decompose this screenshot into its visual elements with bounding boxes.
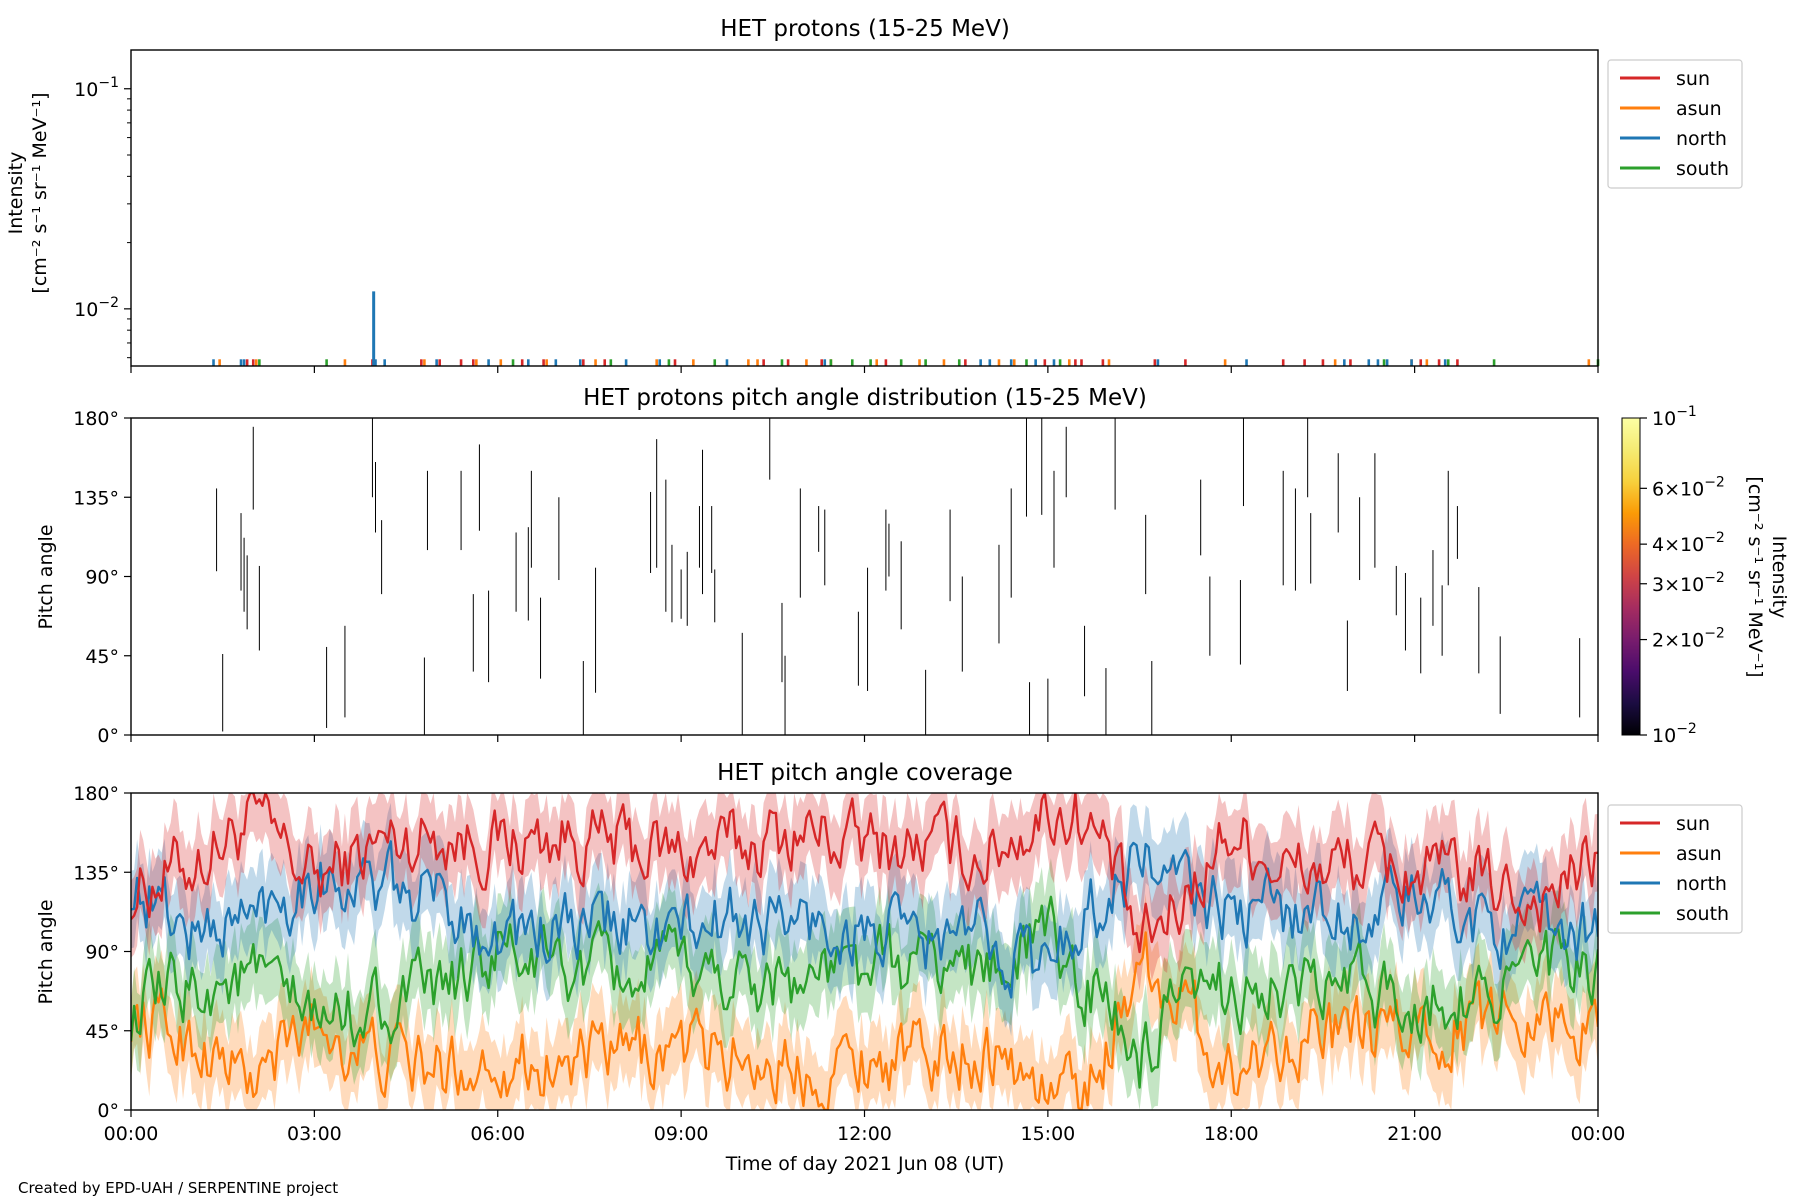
- legend-label-asun: asun: [1676, 843, 1722, 865]
- intensity-yaxis: 10−1 10−2: [74, 75, 131, 359]
- coverage-band-sun: [131, 793, 1598, 991]
- y-tick-label: 45°: [85, 1021, 119, 1043]
- legend-label-south: south: [1676, 903, 1729, 925]
- y-tick-label: 180°: [73, 408, 119, 430]
- colorbar-label-line1: Intensity: [1768, 536, 1790, 619]
- coverage-panel: HET pitch angle coverage Pitch angle 0° 4…: [35, 760, 1743, 1175]
- coverage-yaxis: 0° 45° 90° 135° 180°: [73, 783, 131, 1122]
- coverage-plot-frame: [130, 792, 1599, 1111]
- colorbar-tick-label: 2×10−2: [1652, 626, 1725, 652]
- coverage-series: [131, 793, 1598, 1110]
- legend-label-north: north: [1676, 128, 1727, 150]
- legend-label-asun: asun: [1676, 98, 1722, 120]
- legend-label-north: north: [1676, 873, 1727, 895]
- intensity-ylabel-line2: [cm⁻² s⁻¹ sr⁻¹ MeV⁻¹]: [29, 92, 51, 293]
- intensity-panel-title: HET protons (15-25 MeV): [720, 16, 1010, 42]
- coverage-band-north: [131, 802, 1598, 1037]
- pad-ylabel: Pitch angle: [35, 524, 57, 629]
- y-tick-label: 45°: [85, 646, 119, 668]
- x-axis-label: Time of day 2021 Jun 08 (UT): [725, 1153, 1005, 1175]
- colorbar-tick-label: 6×10−2: [1652, 474, 1725, 500]
- coverage-ylabel: Pitch angle: [35, 899, 57, 1004]
- coverage-legend-box: [1607, 804, 1743, 934]
- pad-xaxis: [130, 735, 1599, 742]
- coverage-line-sun: [131, 793, 1598, 954]
- intensity-plot-frame: [130, 49, 1599, 367]
- intensity-plot-area: [212, 291, 1600, 366]
- colorbar-tick-label: 3×10−2: [1652, 570, 1725, 596]
- intensity-xaxis: [130, 366, 1599, 373]
- coverage-line-asun: [131, 931, 1598, 1110]
- coverage-legend: sun asun north south: [1607, 804, 1743, 934]
- x-tick-label: 00:00: [104, 1123, 159, 1145]
- colorbar-label-line2: [cm⁻² s⁻¹ sr⁻¹ MeV⁻¹]: [1744, 476, 1766, 677]
- intensity-legend-box: [1607, 59, 1743, 189]
- colorbar-tick-label: 4×10−2: [1652, 530, 1725, 556]
- x-tick-label: 18:00: [1204, 1123, 1259, 1145]
- x-tick-label: 15:00: [1020, 1123, 1075, 1145]
- y-tick-label: 180°: [73, 783, 119, 805]
- intensity-ylabel-line1: Intensity: [5, 152, 27, 235]
- x-tick-label: 00:00: [1571, 1123, 1626, 1145]
- y-tick-label: 0°: [97, 1100, 119, 1122]
- credit-footer: Created by EPD-UAH / SERPENTINE project: [18, 1179, 338, 1197]
- x-tick-label: 21:00: [1387, 1123, 1442, 1145]
- intensity-panel: HET protons (15-25 MeV) Intensity [cm⁻² …: [5, 16, 1743, 373]
- pad-colorbar: 10−1 6×10−2 4×10−2 3×10−2 2×10−2 10−2 Intensi…: [1621, 404, 1790, 747]
- y-tick-label: 0°: [97, 725, 119, 747]
- pad-segments: [216, 418, 1599, 735]
- coverage-band-south: [131, 858, 1598, 1110]
- intensity-ylabel: Intensity [cm⁻² s⁻¹ sr⁻¹ MeV⁻¹]: [5, 92, 51, 293]
- legend-label-sun: sun: [1676, 68, 1710, 90]
- pad-panel-title: HET protons pitch angle distribution (15…: [583, 385, 1147, 411]
- coverage-xaxis: 00:00 03:00 06:00 09:00 12:00 15:00 18:00 21:00…: [104, 1110, 1626, 1145]
- y-tick-label: 90°: [85, 942, 119, 964]
- pad-panel: HET protons pitch angle distribution (15…: [35, 385, 1790, 747]
- pad-plot-frame: [130, 417, 1599, 736]
- x-tick-label: 12:00: [837, 1123, 892, 1145]
- coverage-line-north: [131, 840, 1598, 999]
- y-tick-label: 90°: [85, 567, 119, 589]
- pad-yaxis: 0° 45° 90° 135° 180°: [73, 408, 131, 747]
- intensity-legend: sun asun north south: [1607, 59, 1743, 189]
- colorbar-tick-label: 10−2: [1652, 721, 1697, 747]
- x-tick-label: 06:00: [470, 1123, 525, 1145]
- colorbar-tick-label: 10−1: [1652, 404, 1697, 430]
- colorbar-label: Intensity [cm⁻² s⁻¹ sr⁻¹ MeV⁻¹]: [1744, 476, 1790, 677]
- intensity-spikes: [212, 291, 1600, 366]
- coverage-line-south: [131, 895, 1598, 1089]
- coverage-panel-title: HET pitch angle coverage: [717, 760, 1013, 786]
- legend-label-south: south: [1676, 158, 1729, 180]
- x-tick-label: 03:00: [287, 1123, 342, 1145]
- colorbar-ticks: 10−1 6×10−2 4×10−2 3×10−2 2×10−2 10−2: [1640, 404, 1725, 747]
- y-tick-label: 10−2: [74, 295, 119, 321]
- x-tick-label: 09:00: [654, 1123, 709, 1145]
- colorbar-gradient: [1621, 417, 1641, 736]
- legend-label-sun: sun: [1676, 813, 1710, 835]
- y-tick-label: 135°: [73, 487, 119, 509]
- y-tick-label: 10−1: [74, 75, 119, 101]
- y-tick-label: 135°: [73, 862, 119, 884]
